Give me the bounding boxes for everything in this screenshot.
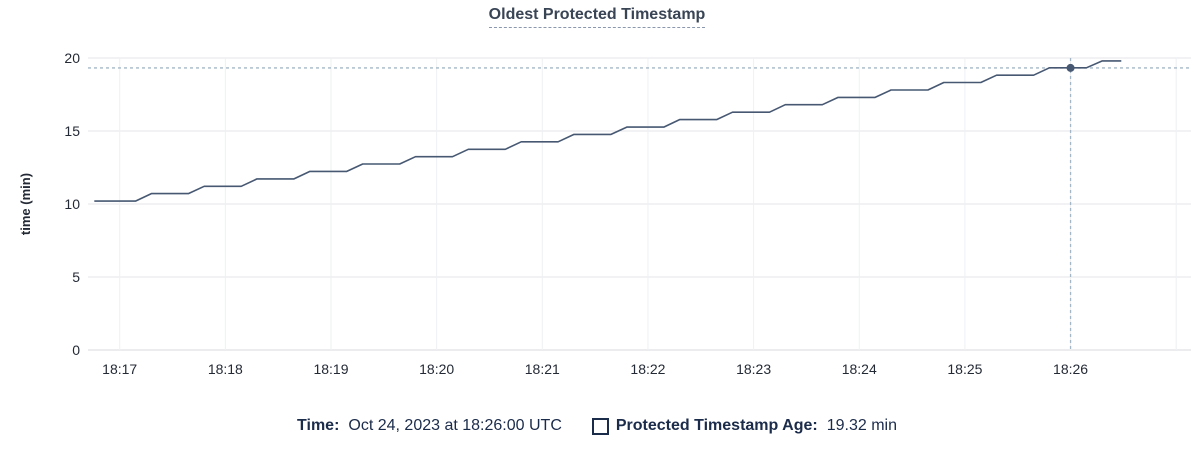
y-tick-label: 15 [64, 123, 80, 139]
x-tick-label: 18:19 [313, 361, 348, 377]
chart-legend-bar: Time: Oct 24, 2023 at 18:26:00 UTC Prote… [0, 417, 1194, 435]
y-tick-label: 5 [72, 269, 80, 285]
time-value: Oct 24, 2023 at 18:26:00 UTC [348, 417, 562, 434]
time-label: Time: [297, 417, 340, 434]
crosshair-point-marker [1066, 63, 1075, 72]
chart-header: Oldest Protected Timestamp [0, 6, 1194, 28]
x-tick-label: 18:25 [947, 361, 982, 377]
series-value: 19.32 min [826, 417, 897, 434]
x-tick-label: 18:22 [630, 361, 665, 377]
y-tick-label: 0 [72, 342, 80, 358]
x-tick-label: 18:21 [525, 361, 560, 377]
series-line-protected-timestamp-age [94, 60, 1122, 202]
x-tick-label: 18:23 [736, 361, 771, 377]
checkbox-outline-icon [591, 417, 609, 435]
y-tick-label: 10 [64, 196, 80, 212]
x-tick-label: 18:18 [208, 361, 243, 377]
x-tick-label: 18:17 [102, 361, 137, 377]
series-label: Protected Timestamp Age: [615, 417, 818, 434]
chart-title[interactable]: Oldest Protected Timestamp [488, 6, 706, 28]
line-chart-plot-area[interactable]: 0 5 10 15 20 18:17 18:18 18:19 18:20 18:21 18:22 18… [0, 0, 1194, 400]
x-tick-label: 18:26 [1053, 361, 1088, 377]
y-tick-label: 20 [64, 50, 80, 66]
y-axis-title: time (min) [18, 173, 33, 235]
x-tick-label: 18:20 [419, 361, 454, 377]
legend-item-protected-timestamp-age[interactable]: Protected Timestamp Age: 19.32 min [591, 417, 897, 435]
x-tick-label: 18:24 [842, 361, 877, 377]
